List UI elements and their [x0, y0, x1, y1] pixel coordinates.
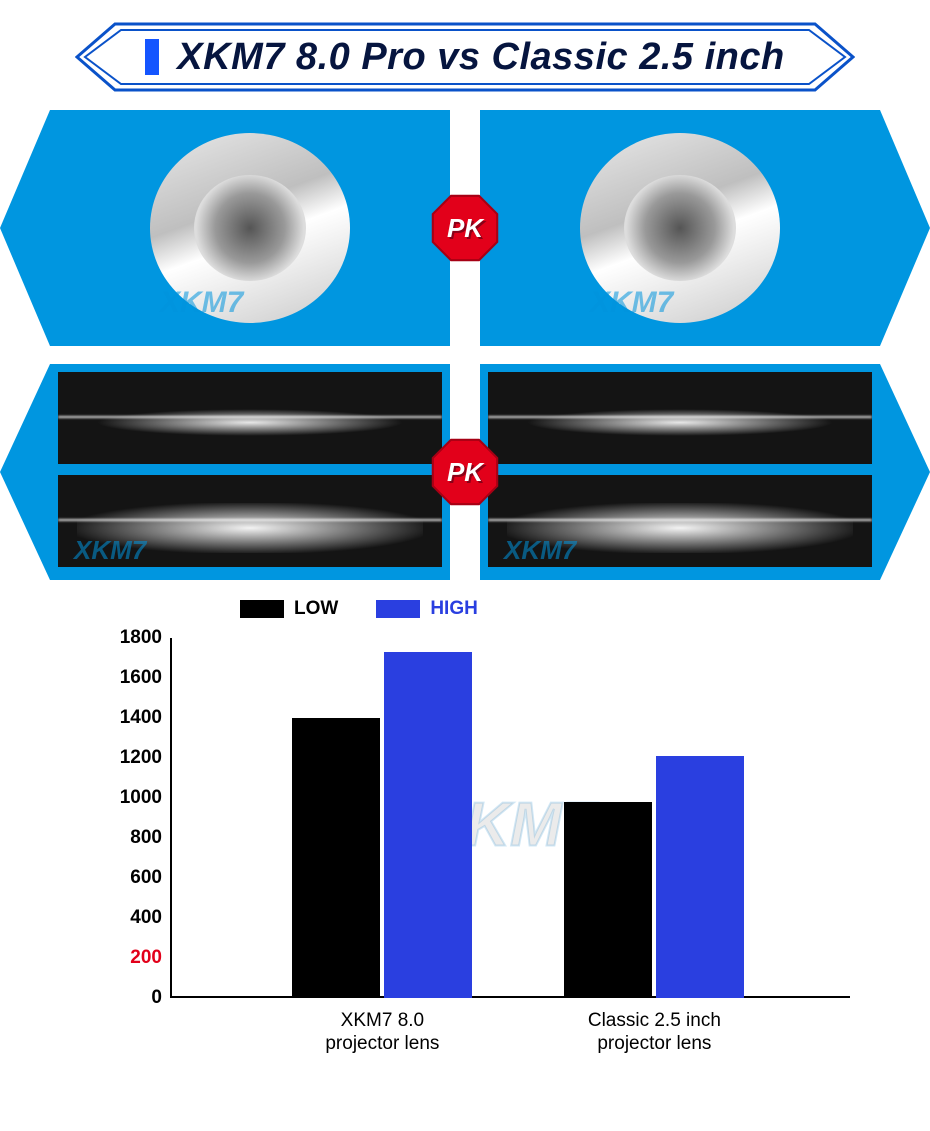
bar-low: [564, 802, 652, 998]
beam-photo-classic-high: [488, 475, 872, 567]
lens-photo-xkm7: [150, 133, 350, 323]
x-category-label: XKM7 8.0projector lens: [262, 1009, 502, 1057]
panel-arrow-right-icon: [880, 110, 930, 346]
title-banner: XKM7 8.0 Pro vs Classic 2.5 inch: [75, 22, 855, 92]
x-category-label: Classic 2.5 inchprojector lens: [534, 1009, 774, 1057]
legend-label-low: LOW: [294, 598, 338, 620]
y-tick-label: 1200: [120, 747, 162, 769]
y-tick-label: 400: [130, 907, 162, 929]
y-tick-label: 0: [151, 987, 162, 1009]
legend-swatch-high: [376, 600, 420, 618]
lens-photo-classic: [580, 133, 780, 323]
comparison-row-lens: XKM7 XKM7 PK: [50, 110, 880, 346]
beam-grid-left: XKM7: [50, 364, 450, 580]
legend-item-high: HIGH: [376, 598, 478, 620]
legend-item-low: LOW: [240, 598, 338, 620]
title-text: XKM7 8.0 Pro vs Classic 2.5 inch: [177, 36, 784, 79]
bar-high: [384, 652, 472, 998]
plot-area: XKM7 XKM7 8.0projector lensClassic 2.5 i…: [170, 638, 850, 998]
bar-high: [656, 756, 744, 998]
panel-body-left: XKM7: [50, 110, 450, 346]
comparison-row-beams: XKM7 XKM7 PK: [50, 364, 880, 580]
page-title: XKM7 8.0 Pro vs Classic 2.5 inch: [75, 22, 855, 92]
y-tick-label: 1400: [120, 707, 162, 729]
chart-legend: LOW HIGH: [240, 598, 478, 620]
y-tick-label: 200: [130, 947, 162, 969]
panel-arrow-left-icon: [0, 110, 50, 346]
pk-badge: PK: [430, 437, 500, 507]
title-accent-bar: [145, 39, 159, 75]
y-tick-label: 600: [130, 867, 162, 889]
legend-swatch-low: [240, 600, 284, 618]
panel-arrow-left-icon: [0, 364, 50, 580]
legend-label-high: HIGH: [430, 598, 478, 620]
pk-label: PK: [430, 193, 500, 263]
beam-photo-xkm7-low: [58, 372, 442, 464]
beam-photo-xkm7-high: [58, 475, 442, 567]
panel-right: XKM7: [480, 110, 880, 346]
y-tick-label: 1600: [120, 667, 162, 689]
pk-badge: PK: [430, 193, 500, 263]
y-tick-label: 800: [130, 827, 162, 849]
panel-body-right: XKM7: [480, 110, 880, 346]
y-tick-label: 1800: [120, 627, 162, 649]
panel-arrow-right-icon: [880, 364, 930, 580]
beam-photo-classic-low: [488, 372, 872, 464]
panel-left: XKM7: [50, 110, 450, 346]
brightness-chart: LOW HIGH 0 200 400 600 800 1000 1200 1400 1600 18…: [50, 598, 880, 1078]
pk-label: PK: [430, 437, 500, 507]
y-tick-label: 1000: [120, 787, 162, 809]
panel-right: XKM7: [480, 364, 880, 580]
beam-grid-right: XKM7: [480, 364, 880, 580]
bar-low: [292, 718, 380, 998]
panel-left: XKM7: [50, 364, 450, 580]
